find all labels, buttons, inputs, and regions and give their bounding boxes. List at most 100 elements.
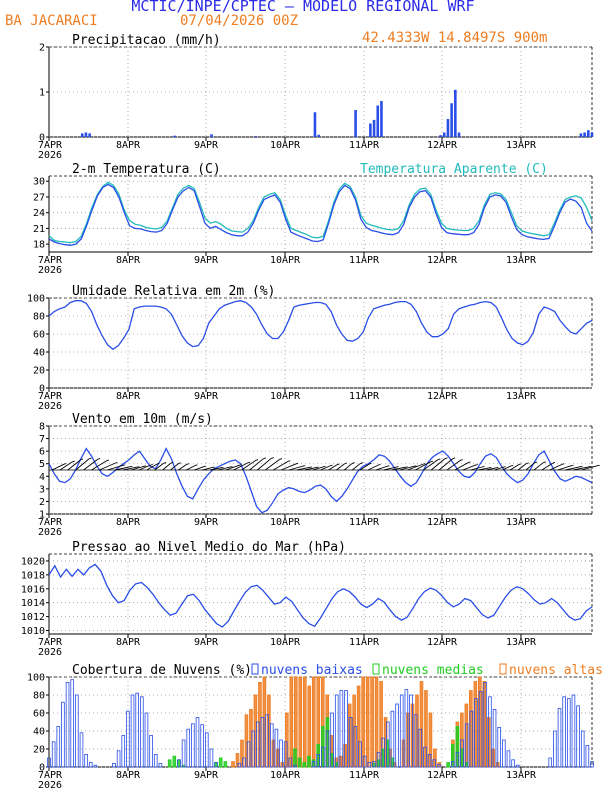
wind-barb-flag bbox=[178, 462, 182, 465]
wind-barb-flag bbox=[263, 457, 266, 460]
cloud-bar bbox=[293, 764, 297, 768]
x-year-label: 2026 bbox=[38, 150, 62, 161]
y-tick-label: 1 bbox=[39, 510, 45, 521]
cloud-bar bbox=[302, 676, 307, 768]
y-tick-label: 1014 bbox=[21, 598, 45, 609]
wind-barb bbox=[549, 463, 563, 471]
cloud-bar bbox=[186, 728, 191, 768]
x-tick-label: 8APR bbox=[116, 637, 141, 648]
wind-barb-flag bbox=[170, 461, 174, 464]
cloud-bar bbox=[370, 676, 374, 768]
y-tick-label: 3 bbox=[39, 484, 45, 495]
y-tick-label: 20 bbox=[33, 745, 45, 756]
legend-swatch bbox=[372, 663, 380, 675]
cloud-bar bbox=[70, 679, 75, 768]
cloud-bar bbox=[191, 723, 195, 768]
cloud-bar bbox=[365, 676, 370, 768]
x-tick-label: 11APR bbox=[349, 517, 380, 528]
precip-bar bbox=[590, 132, 594, 137]
cloud-bar bbox=[121, 735, 126, 768]
wind-barb bbox=[304, 466, 318, 471]
y-tick-label: 1016 bbox=[21, 584, 45, 595]
x-tick-label: 7APR bbox=[38, 637, 63, 648]
series-line bbox=[48, 563, 593, 628]
wind-barb bbox=[186, 464, 196, 471]
cloud-bar bbox=[293, 748, 297, 768]
cloud-bar bbox=[251, 730, 256, 768]
wind-barb bbox=[51, 463, 65, 471]
y-tick-label: 21 bbox=[33, 224, 45, 235]
precip-bar bbox=[173, 135, 176, 137]
cloud-bar bbox=[321, 726, 325, 768]
wind-barb-flag bbox=[186, 463, 190, 465]
precip-bar bbox=[210, 134, 213, 137]
y-tick-label: 80 bbox=[33, 691, 45, 702]
legend-label: nuvens baixas bbox=[261, 663, 363, 678]
wind-barb bbox=[217, 466, 232, 471]
wind-barb bbox=[201, 466, 214, 471]
cloud-bar bbox=[401, 739, 406, 768]
cloud-bar bbox=[61, 701, 65, 768]
cloud-bar bbox=[348, 717, 353, 768]
x-year-label: 2026 bbox=[38, 265, 62, 276]
wind-barb-flag bbox=[351, 462, 355, 464]
y-tick-label: 1 bbox=[39, 88, 45, 99]
x-tick-label: 12APR bbox=[427, 637, 458, 648]
x-tick-label: 13APR bbox=[506, 255, 537, 266]
series-line bbox=[48, 181, 593, 244]
precip-bar bbox=[317, 134, 320, 137]
x-tick-label: 9APR bbox=[194, 255, 219, 266]
cloud-bar bbox=[144, 712, 149, 768]
cloud-bar bbox=[385, 721, 390, 768]
wind-barb bbox=[178, 464, 187, 471]
wind-barb-flag bbox=[255, 459, 259, 461]
precip-bar bbox=[313, 112, 317, 137]
cloud-bar bbox=[204, 732, 209, 768]
x-tick-label: 13APR bbox=[506, 770, 537, 781]
wind-barb bbox=[249, 458, 264, 471]
wind-barb bbox=[423, 459, 439, 471]
wind-barb bbox=[170, 463, 179, 471]
precip-bar bbox=[380, 101, 383, 137]
precip-bar bbox=[583, 132, 586, 137]
cloud-bar bbox=[428, 712, 433, 768]
legend-label: nuvens medias bbox=[382, 663, 484, 678]
wind-barb-flag bbox=[360, 462, 363, 465]
cloud-bar bbox=[367, 762, 372, 768]
cloud-bar bbox=[460, 748, 464, 768]
y-tick-label: 0 bbox=[39, 384, 45, 395]
precip-bar bbox=[354, 110, 357, 137]
cloud-bar bbox=[93, 764, 98, 768]
panel-2 bbox=[46, 297, 593, 392]
x-tick-label: 9APR bbox=[194, 637, 219, 648]
cloud-bar bbox=[167, 759, 172, 768]
cloud-bar bbox=[446, 762, 450, 768]
y-tick-label: 1020 bbox=[21, 556, 45, 567]
cloud-bar bbox=[325, 730, 330, 768]
y-tick-label: 18 bbox=[33, 240, 45, 251]
x-tick-label: 9APR bbox=[194, 140, 219, 151]
wind-barb bbox=[359, 463, 370, 471]
x-tick-label: 13APR bbox=[506, 517, 537, 528]
wind-barb-flag bbox=[106, 459, 110, 462]
cloud-bar bbox=[307, 685, 312, 768]
x-tick-label: 11APR bbox=[349, 637, 380, 648]
wind-barb bbox=[525, 462, 535, 471]
y-tick-label: 1012 bbox=[21, 612, 45, 623]
cloud-bar bbox=[450, 744, 455, 768]
cloud-bar bbox=[112, 763, 116, 768]
cloud-bar bbox=[126, 710, 130, 768]
x-tick-label: 13APR bbox=[506, 391, 537, 402]
wind-barb bbox=[399, 465, 416, 471]
wind-barb-flag bbox=[72, 460, 75, 463]
x-tick-label: 7APR bbox=[38, 255, 63, 266]
cloud-bar bbox=[492, 709, 497, 768]
wind-barb-flag bbox=[344, 462, 347, 465]
wind-barb bbox=[351, 463, 361, 471]
cloud-bar bbox=[181, 739, 186, 768]
panel-0 bbox=[46, 46, 594, 141]
cloud-bar bbox=[265, 714, 269, 768]
wind-barb bbox=[162, 462, 171, 471]
cloud-bar bbox=[311, 676, 316, 768]
